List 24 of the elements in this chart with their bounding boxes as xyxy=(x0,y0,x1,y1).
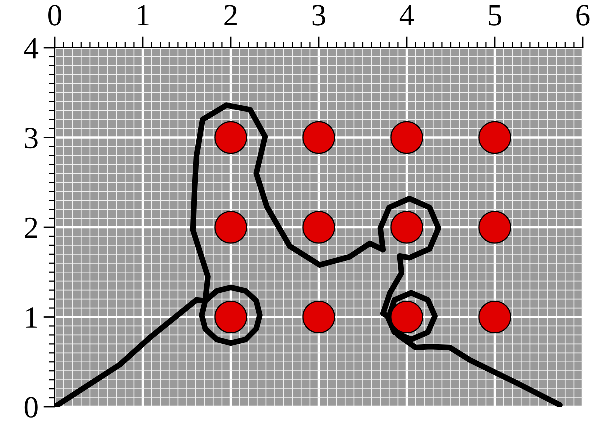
point xyxy=(214,121,248,154)
x-tick-label: 3 xyxy=(312,5,326,26)
x-tick-label: 5 xyxy=(489,6,502,26)
point xyxy=(390,121,424,154)
y-tick-label: 2 xyxy=(25,218,38,238)
x-tick-label: 2 xyxy=(224,5,237,26)
point xyxy=(478,300,512,334)
x-tick-label: 0 xyxy=(48,5,62,26)
point xyxy=(390,211,424,244)
x-tick-label: 6 xyxy=(576,5,590,26)
point xyxy=(214,300,248,334)
point xyxy=(302,211,336,244)
point xyxy=(302,300,336,334)
x-tick-label: 4 xyxy=(400,5,414,26)
point xyxy=(478,121,512,154)
point xyxy=(214,211,248,244)
point xyxy=(302,121,336,154)
y-tick-label: 0 xyxy=(24,397,38,418)
point xyxy=(478,211,512,244)
y-tick-label: 1 xyxy=(26,308,38,328)
y-tick-label: 3 xyxy=(25,128,38,149)
point xyxy=(390,300,424,334)
x-tick-label: 1 xyxy=(138,5,149,26)
y-tick-label: 4 xyxy=(24,38,39,59)
